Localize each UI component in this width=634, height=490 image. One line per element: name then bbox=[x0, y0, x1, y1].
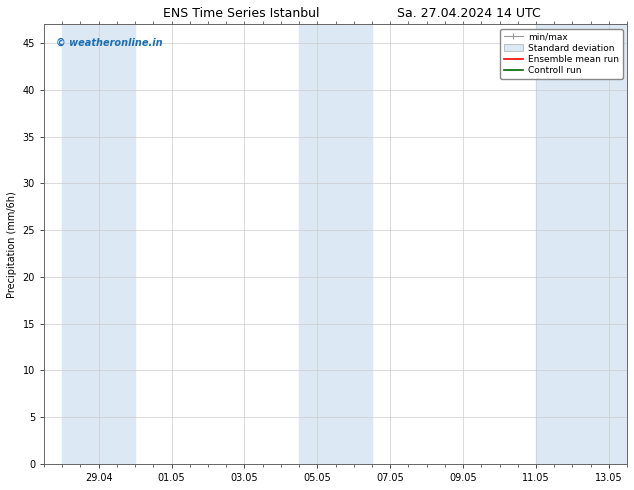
Bar bbox=[536, 24, 627, 464]
Bar bbox=[299, 24, 372, 464]
Bar bbox=[62, 24, 135, 464]
Text: Sa. 27.04.2024 14 UTC: Sa. 27.04.2024 14 UTC bbox=[398, 7, 541, 21]
Y-axis label: Precipitation (mm/6h): Precipitation (mm/6h) bbox=[7, 191, 17, 297]
Text: © weatheronline.in: © weatheronline.in bbox=[56, 38, 162, 48]
Legend: min/max, Standard deviation, Ensemble mean run, Controll run: min/max, Standard deviation, Ensemble me… bbox=[500, 29, 623, 79]
Text: ENS Time Series Istanbul: ENS Time Series Istanbul bbox=[163, 7, 319, 21]
